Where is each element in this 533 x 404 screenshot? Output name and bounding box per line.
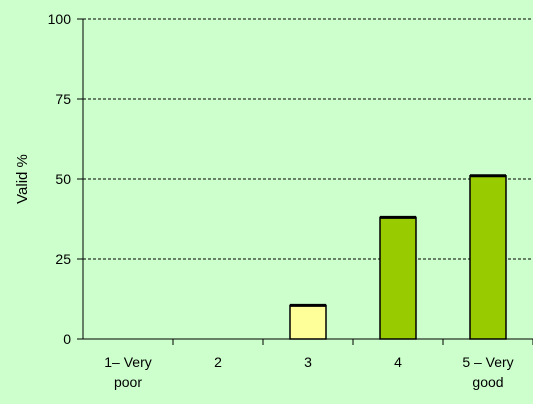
y-tick-labels: 0 25 50 75 100 bbox=[48, 11, 72, 347]
y-tick-label-100: 100 bbox=[48, 11, 72, 27]
x-tick-label-line: 4 bbox=[394, 354, 402, 370]
y-tick-label-75: 75 bbox=[55, 91, 71, 107]
x-tick-label-line: 1– Very bbox=[104, 354, 151, 370]
gridlines bbox=[83, 18, 533, 260]
x-tick-labels: 1– Very poor 2 3 4 5 – Very good bbox=[104, 354, 513, 390]
bar-3 bbox=[289, 304, 327, 340]
y-tick-label-0: 0 bbox=[63, 331, 71, 347]
axes bbox=[77, 18, 533, 345]
y-tick-label-25: 25 bbox=[55, 251, 71, 267]
bar-5 bbox=[469, 175, 507, 340]
x-tick-label-5: 5 – Very good bbox=[462, 354, 513, 390]
x-tick-label-line: poor bbox=[114, 374, 142, 390]
x-tick-label-line: 2 bbox=[214, 354, 222, 370]
x-tick-label-3: 3 bbox=[304, 354, 312, 370]
x-tick-label-1: 1– Very poor bbox=[104, 354, 151, 390]
bar-4 bbox=[379, 216, 417, 340]
bars bbox=[289, 174, 507, 340]
y-axis-title: Valid % bbox=[14, 154, 31, 204]
x-tick-label-line: 3 bbox=[304, 354, 312, 370]
x-tick-label-2: 2 bbox=[214, 354, 222, 370]
x-tick-label-line: good bbox=[472, 374, 503, 390]
x-tick-label-line: 5 – Very bbox=[462, 354, 513, 370]
y-tick-label-50: 50 bbox=[55, 171, 71, 187]
x-tick-label-4: 4 bbox=[394, 354, 402, 370]
